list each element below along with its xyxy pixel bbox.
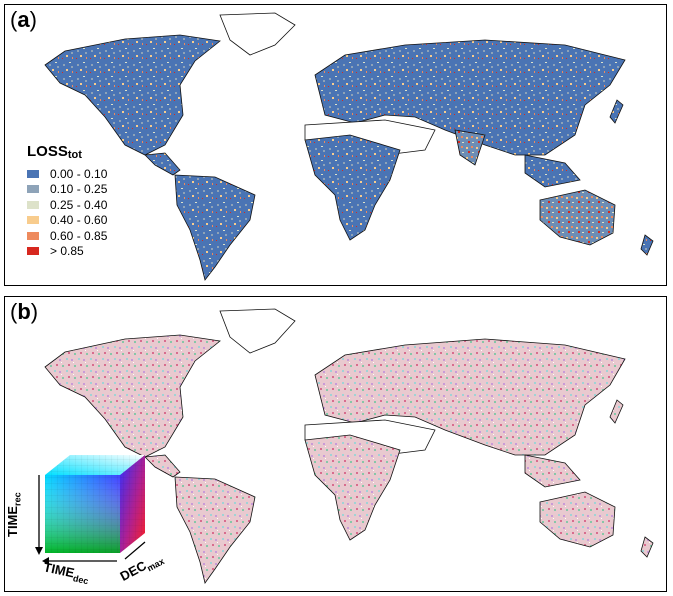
legend-swatch	[27, 200, 39, 209]
legend-swatch	[27, 169, 39, 178]
loss-map	[44, 12, 654, 281]
north-america	[44, 34, 221, 156]
panel-a-label: (a)	[10, 7, 37, 32]
legend-swatch	[27, 231, 39, 240]
rgb-composite-map	[44, 308, 654, 584]
legend-swatch	[27, 185, 39, 194]
time-rec-axis-label: TIMErec	[5, 492, 23, 537]
loss-legend: LOSStot 0.00 - 0.10 0.10 - 0.25 0.25 - 0.4…	[27, 143, 107, 259]
south-asia	[454, 129, 486, 166]
rgb-cube-legend: TIMErec TIMEdec DECmax	[5, 447, 217, 586]
legend-item: 0.60 - 0.85	[27, 228, 107, 244]
legend-label: 0.00 - 0.10	[50, 166, 108, 181]
legend-item: 0.25 - 0.40	[27, 197, 107, 213]
legend-label: 0.25 - 0.40	[50, 197, 108, 212]
south-america	[174, 174, 256, 281]
panel-b: (b)	[4, 296, 667, 592]
panel-a: (a) LOSStot 0.00 - 0.10 0.10 - 0.25 0.25 -…	[4, 4, 667, 286]
panel-b-label: (b)	[10, 299, 39, 324]
legend-label: 0.60 - 0.85	[50, 228, 108, 243]
legend-item: 0.40 - 0.60	[27, 213, 107, 229]
legend-label: 0.40 - 0.60	[50, 213, 108, 228]
australia	[539, 189, 616, 246]
legend-swatch	[27, 247, 39, 256]
legend-item: 0.10 - 0.25	[27, 182, 107, 198]
legend-swatch	[27, 216, 39, 225]
legend-label: 0.10 - 0.25	[50, 182, 108, 197]
greenland	[219, 12, 296, 56]
legend-item: 0.00 - 0.10	[27, 166, 107, 182]
central-america	[144, 152, 181, 176]
eurasia	[314, 39, 626, 156]
rgb-cube-icon	[35, 455, 146, 565]
se-asia	[524, 154, 581, 188]
japan	[609, 99, 624, 124]
legend-label: > 0.85	[50, 244, 84, 259]
legend-title: LOSStot	[27, 143, 82, 161]
new-zealand	[640, 234, 654, 256]
legend-item: > 0.85	[27, 244, 107, 260]
africa	[304, 134, 401, 241]
